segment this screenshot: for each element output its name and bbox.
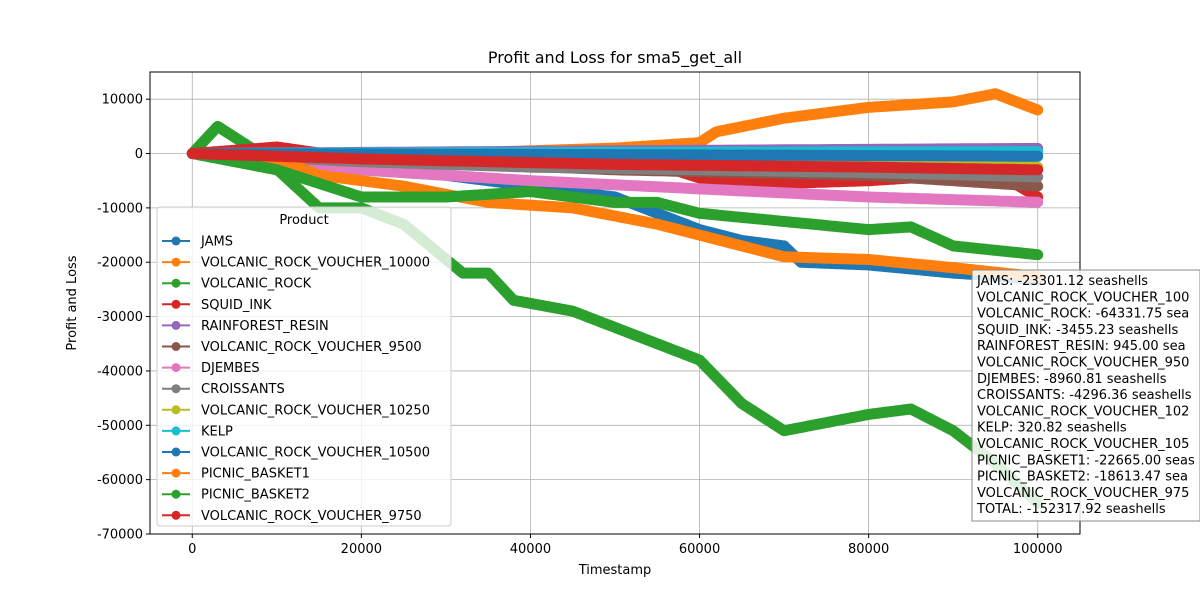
legend-marker (171, 363, 181, 373)
legend-title: Product (279, 213, 328, 228)
y-tick-label: -20000 (97, 256, 143, 271)
x-tick-label: 40000 (510, 542, 551, 557)
legend-items: JAMS VOLCANIC_ROCK_VOUCHER_10000 VOLCANIC_… (162, 235, 430, 524)
summary-line: CROISSANTS: -4296.36 seashells (977, 388, 1192, 403)
legend-label: JAMS (200, 235, 233, 250)
summary-lines: JAMS: -23301.12 seashellsVOLCANIC_ROCK_V… (976, 274, 1195, 517)
x-axis: 0 20000 40000 60000 80000 100000 (188, 534, 1063, 557)
legend-marker (171, 257, 181, 267)
summary-line: VOLCANIC_ROCK_VOUCHER_105 (977, 437, 1189, 452)
summary-line: PICNIC_BASKET2: -18613.47 sea (977, 470, 1188, 485)
legend-label: RAINFOREST_RESIN (201, 319, 329, 334)
legend-label: VOLCANIC_ROCK_VOUCHER_10500 (201, 446, 430, 461)
series-line (186, 148, 1044, 176)
series-line (186, 148, 1044, 208)
summary-box: JAMS: -23301.12 seashellsVOLCANIC_ROCK_V… (971, 269, 1200, 522)
y-tick-label: 0 (135, 147, 143, 162)
legend-marker (171, 299, 181, 309)
legend-label: SQUID_INK (201, 298, 272, 313)
series-line (186, 148, 1044, 283)
summary-line: DJEMBES: -8960.81 seashells (977, 372, 1167, 387)
legend-marker (171, 447, 181, 457)
y-axis-label: Profit and Loss (65, 255, 80, 350)
y-tick-label: -50000 (97, 419, 143, 434)
legend-marker (171, 510, 181, 520)
summary-line: VOLCANIC_ROCK_VOUCHER_100 (977, 290, 1189, 305)
legend-label: VOLCANIC_ROCK_VOUCHER_9500 (201, 340, 422, 355)
legend-marker (171, 384, 181, 394)
legend-label: KELP (201, 424, 233, 439)
y-tick-label: -40000 (97, 364, 143, 379)
summary-line: VOLCANIC_ROCK_VOUCHER_975 (977, 486, 1189, 501)
x-tick-label: 20000 (341, 542, 382, 557)
legend-box (156, 206, 452, 527)
y-tick-label: -30000 (97, 310, 143, 325)
legend-label: VOLCANIC_ROCK_VOUCHER_10000 (201, 256, 430, 271)
x-tick-label: 0 (188, 542, 196, 557)
legend-label: VOLCANIC_ROCK (201, 277, 312, 292)
x-tick-label: 60000 (679, 542, 720, 557)
legend-label: VOLCANIC_ROCK_VOUCHER_9750 (201, 509, 422, 524)
summary-line: SQUID_INK: -3455.23 seashells (977, 323, 1178, 338)
summary-line: VOLCANIC_ROCK: -64331.75 sea (977, 307, 1189, 322)
legend-label: PICNIC_BASKET1 (201, 467, 310, 482)
summary-background (971, 269, 1200, 522)
legend-label: VOLCANIC_ROCK_VOUCHER_10250 (201, 403, 430, 418)
y-tick-label: -10000 (97, 201, 143, 216)
legend-label: DJEMBES (201, 361, 260, 376)
y-tick-label: -70000 (97, 528, 143, 543)
x-axis-label: Timestamp (578, 563, 652, 578)
legend-marker (171, 405, 181, 415)
summary-line: PICNIC_BASKET1: -22665.00 seas (977, 453, 1195, 468)
legend-marker (171, 342, 181, 351)
legend-marker (171, 236, 181, 246)
legend-marker (171, 468, 181, 478)
legend-marker (171, 278, 181, 288)
legend-marker (171, 320, 181, 330)
legend-marker (171, 489, 181, 499)
y-tick-label: 10000 (102, 93, 143, 108)
series-line (186, 148, 1044, 261)
x-tick-label: 80000 (848, 542, 889, 557)
legend: Product JAMS VOLCANIC_ROCK_VOUCHER_10000 V… (156, 206, 452, 527)
legend-label: CROISSANTS (201, 382, 285, 397)
y-tick-label: -60000 (97, 473, 143, 488)
summary-line: JAMS: -23301.12 seashells (976, 274, 1148, 289)
x-tick-label: 100000 (1013, 542, 1063, 557)
summary-line: VOLCANIC_ROCK_VOUCHER_950 (977, 356, 1189, 371)
legend-label: PICNIC_BASKET2 (201, 488, 310, 503)
legend-marker (171, 426, 181, 436)
y-axis: 10000 0 -10000 -20000 -30000 -40000 -50000 -600… (97, 93, 150, 543)
summary-line: TOTAL: -152317.92 seashells (976, 502, 1166, 517)
summary-line: VOLCANIC_ROCK_VOUCHER_102 (977, 404, 1189, 419)
summary-line: KELP: 320.82 seashells (977, 421, 1127, 436)
chart-title: Profit and Loss for sma5_get_all (488, 48, 742, 68)
summary-line: RAINFOREST_RESIN: 945.00 sea (977, 339, 1186, 354)
